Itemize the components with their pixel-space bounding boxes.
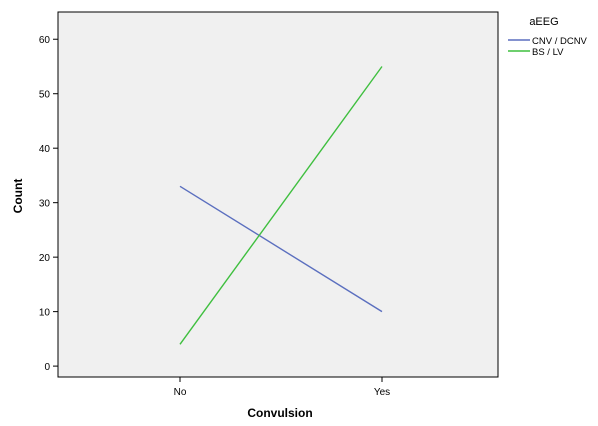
- y-tick-label: 50: [39, 90, 51, 101]
- series-line-2: [179, 66, 383, 345]
- y-axis-label: Count: [11, 179, 25, 214]
- series-line-1: [179, 185, 383, 313]
- x-axis-label: Convulsion: [247, 406, 312, 420]
- y-tick-label: 30: [39, 199, 51, 210]
- y-tick-label: 40: [39, 144, 51, 155]
- x-axis: No Yes: [174, 377, 390, 398]
- series-layer: [179, 66, 383, 345]
- legend-label: BS / LV: [532, 47, 564, 58]
- legend-title: aEEG: [529, 16, 558, 28]
- y-tick-label: 10: [39, 308, 51, 319]
- y-tick-label: 20: [39, 253, 51, 264]
- y-axis: 0 10 20 30 40 50 60: [39, 35, 58, 373]
- y-tick-label: 0: [44, 362, 50, 373]
- plot-area: [57, 11, 499, 378]
- x-tick-label: No: [174, 387, 187, 398]
- y-tick-label: 60: [39, 35, 51, 46]
- legend-label: CNV / DCNV: [532, 36, 588, 47]
- x-tick-label: Yes: [374, 387, 390, 398]
